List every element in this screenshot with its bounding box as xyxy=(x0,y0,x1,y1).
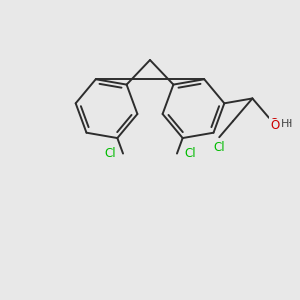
Text: O: O xyxy=(269,117,278,130)
Text: Cl: Cl xyxy=(184,147,196,160)
Text: O: O xyxy=(271,119,280,132)
Text: H: H xyxy=(284,118,292,128)
Text: H: H xyxy=(280,119,289,129)
Text: Cl: Cl xyxy=(213,141,225,154)
Text: Cl: Cl xyxy=(104,147,116,160)
